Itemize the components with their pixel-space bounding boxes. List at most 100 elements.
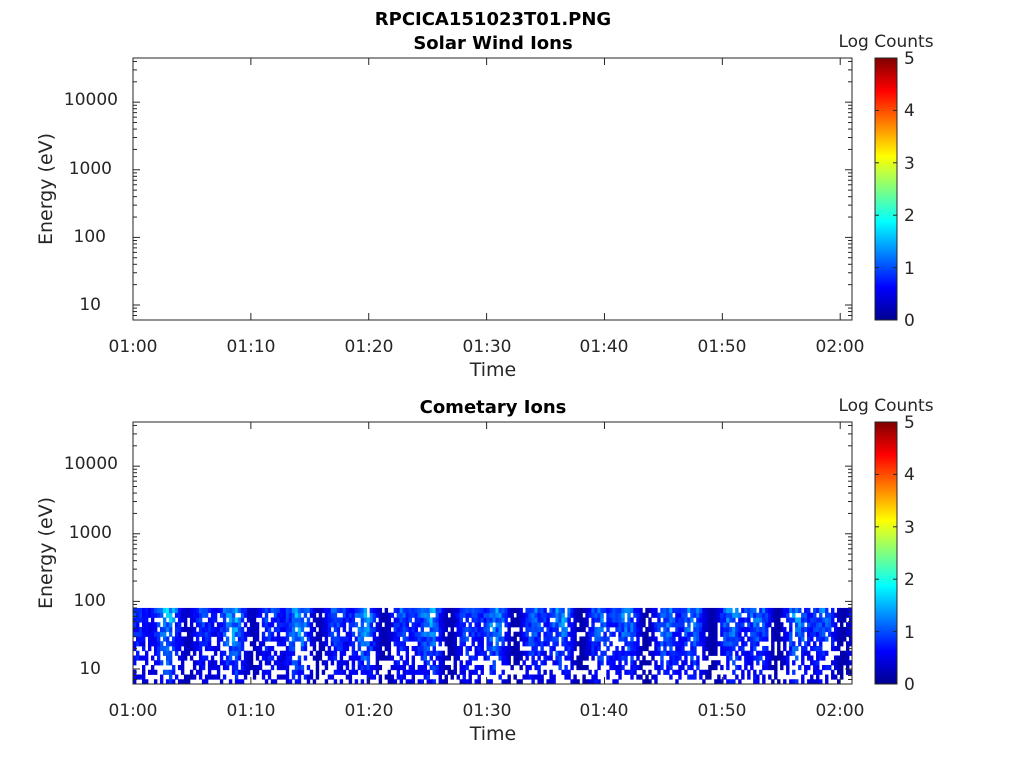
spectrogram-cell: [315, 669, 320, 675]
spectrogram-cell: [684, 626, 688, 633]
spectrogram-cell: [612, 655, 616, 661]
spectrogram-cell: [189, 655, 194, 661]
spectrogram-cell: [699, 617, 703, 623]
spectrogram-cell: [366, 631, 371, 637]
spectrogram-cell: [579, 636, 583, 642]
spectrogram-cell: [699, 674, 703, 680]
spectrogram-cell: [456, 626, 460, 633]
spectrogram-cell: [393, 631, 398, 637]
spectrogram-cell: [180, 664, 185, 671]
spectrogram-cell: [726, 612, 730, 618]
spectrogram-cell: [846, 669, 850, 675]
spectrogram-cell: [672, 631, 676, 637]
spectrogram-cell: [480, 636, 484, 642]
spectrogram-cell: [594, 626, 598, 633]
axis-ticks: [132, 58, 852, 321]
spectrogram-cell: [393, 679, 398, 685]
spectrogram-cell: [546, 631, 550, 637]
spectrogram-cell: [198, 645, 203, 652]
spectrogram-cell: [276, 617, 281, 623]
spectrogram-cell: [243, 674, 248, 680]
spectrogram-cell: [438, 626, 442, 633]
spectrogram-cell: [762, 607, 766, 614]
spectrogram-cell: [390, 631, 395, 637]
spectrogram-cell: [753, 645, 757, 652]
spectrogram-cell: [681, 622, 685, 628]
spectrogram-cell: [579, 607, 583, 614]
spectrogram-cell: [693, 669, 697, 675]
spectrogram-cell: [828, 664, 832, 671]
spectrogram-cell: [168, 674, 173, 680]
spectrogram-cell: [675, 660, 679, 666]
spectrogram-cell: [261, 641, 266, 647]
spectrogram-cell: [495, 626, 499, 633]
spectrogram-cell: [570, 655, 574, 661]
spectrogram-cell: [162, 626, 167, 633]
spectrogram-cell: [285, 617, 290, 623]
spectrogram-cell: [798, 622, 802, 628]
spectrogram-cell: [588, 607, 592, 614]
spectrogram-cell: [495, 617, 499, 623]
spectrogram-cell: [540, 674, 544, 680]
spectrogram-cell: [711, 626, 715, 633]
spectrogram-cell: [231, 660, 236, 666]
spectrogram-cell: [249, 641, 254, 647]
spectrogram-cell: [675, 669, 679, 675]
spectrogram-cell: [387, 626, 392, 633]
spectrogram-cell: [690, 664, 694, 671]
spectrogram-cell: [777, 617, 781, 623]
spectrogram-cell: [564, 664, 568, 671]
spectrogram-cell: [150, 655, 155, 661]
spectrogram-cell: [627, 641, 631, 647]
spectrogram-cell: [573, 679, 577, 685]
spectrogram-cell: [201, 631, 206, 637]
spectrogram-cell: [498, 645, 502, 652]
spectrogram-cell: [219, 650, 224, 656]
spectrogram-cell: [765, 660, 769, 666]
spectrogram-cell: [372, 674, 377, 680]
spectrogram-cell: [714, 641, 718, 647]
spectrogram-cell: [624, 650, 628, 656]
spectrogram-cell: [192, 660, 197, 666]
spectrogram-cell: [354, 612, 359, 618]
spectrogram-cell: [153, 626, 158, 633]
spectrogram-cell: [537, 631, 541, 637]
spectrogram-cell: [384, 636, 389, 642]
spectrogram-cell: [474, 650, 478, 656]
spectrogram-cell: [672, 636, 676, 642]
spectrogram-cell: [180, 655, 185, 661]
spectrogram-cell: [207, 669, 212, 675]
spectrogram-cell: [774, 617, 778, 623]
spectrogram-cell: [627, 669, 631, 675]
spectrogram-cell: [282, 664, 287, 671]
spectrogram-cell: [441, 612, 445, 618]
spectrogram-cell: [186, 641, 191, 647]
spectrogram-cell: [174, 636, 179, 642]
spectrogram-cell: [225, 612, 230, 618]
spectrogram-cell: [612, 612, 616, 618]
spectrogram-cell: [453, 612, 457, 618]
spectrogram-cell: [171, 636, 176, 642]
spectrogram-cell: [705, 607, 709, 614]
spectrogram-cell: [651, 626, 655, 633]
spectrogram-cell: [549, 655, 553, 661]
spectrogram-cell: [765, 664, 769, 671]
spectrogram-cell: [780, 660, 784, 666]
spectrogram-cell: [741, 650, 745, 656]
spectrogram-cell: [300, 617, 305, 623]
spectrogram-cell: [639, 617, 643, 623]
spectrogram-cell: [405, 626, 410, 633]
spectrogram-cell: [720, 612, 724, 618]
spectrogram-cell: [375, 612, 380, 618]
spectrogram-cell: [654, 607, 658, 614]
spectrogram-cell: [153, 631, 158, 637]
spectrogram-cell: [693, 650, 697, 656]
spectrogram-cell: [183, 626, 188, 633]
spectrogram-cell: [450, 617, 454, 623]
spectrogram-cell: [474, 645, 478, 652]
spectrogram-cell: [309, 641, 314, 647]
spectrogram-cell: [504, 622, 508, 628]
spectrogram-cell: [219, 622, 224, 628]
spectrogram-cell: [774, 626, 778, 633]
spectrogram-cell: [837, 612, 841, 618]
